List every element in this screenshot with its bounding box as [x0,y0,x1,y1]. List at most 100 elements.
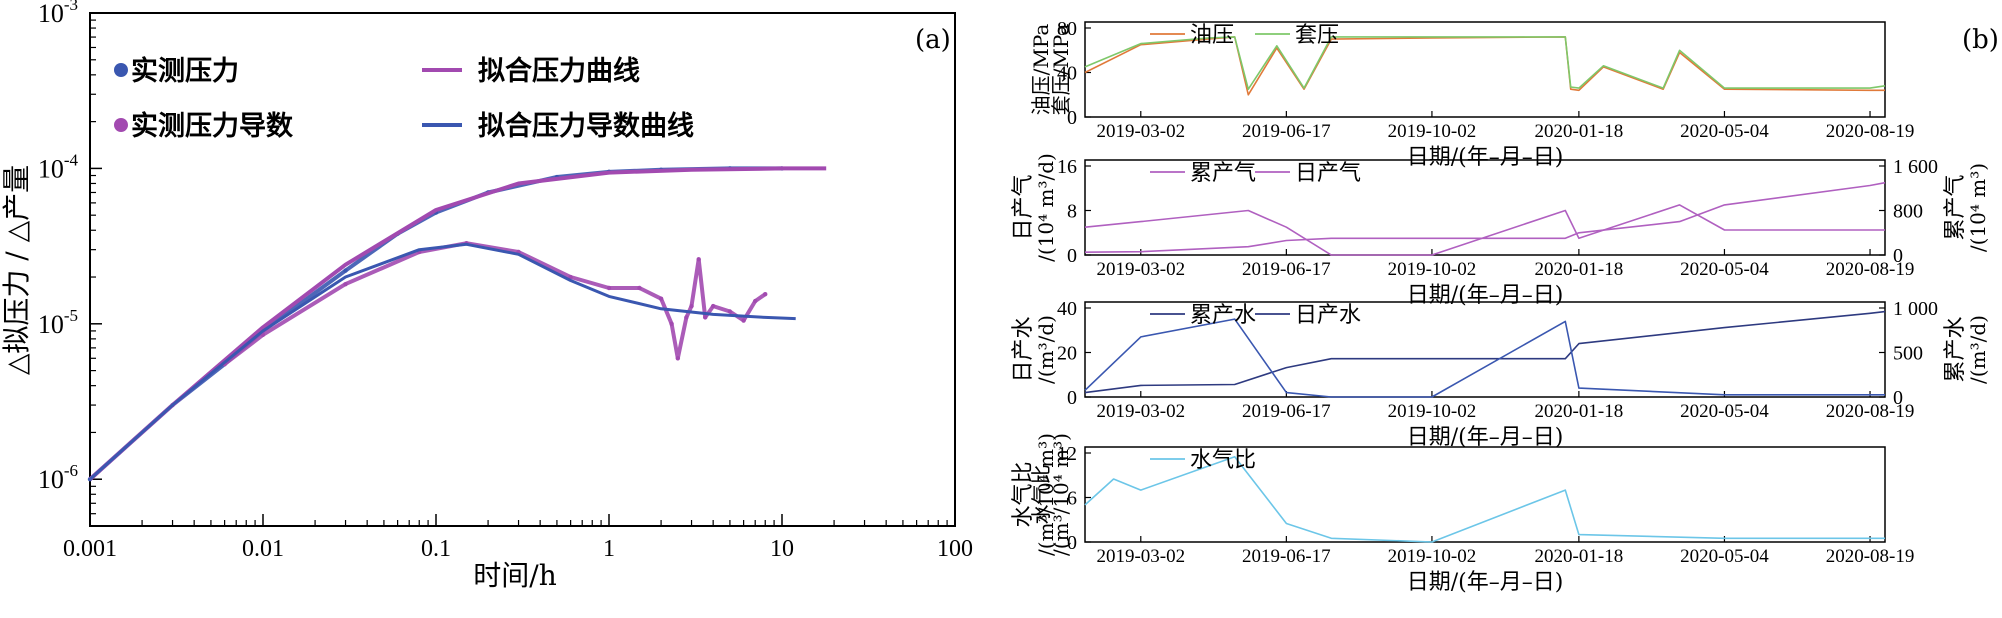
series-line [1084,310,1886,394]
date-tick-label: 2020-08-19 [1826,121,1915,142]
x-tick-label: 0.001 [63,536,117,562]
measured-derivative-point [753,298,758,304]
series-line [1084,181,1886,253]
left-tick-label: 0 [1067,387,1077,409]
right-axis-label: /(10⁴ m³) [1966,163,1990,252]
date-tick-label: 2019-06-17 [1242,121,1331,142]
left-tick-label: 16 [1057,156,1077,178]
measured-derivative-point [637,285,642,291]
measured-derivative-point [669,321,674,327]
date-tick-label: 2020-05-04 [1680,401,1769,422]
date-tick-label: 2019-03-02 [1096,401,1185,422]
left-axis-label: 油压/MPa [1029,24,1053,116]
panel-a-marks [87,166,827,482]
subplot-frame [1084,21,1886,118]
measured-derivative-point [684,315,689,320]
panel-a: 0.001 0.01 0.1 1 10 100 10-610-510-410-3 (a) … [0,0,973,592]
legend-label-measured-pressure: 实测压力 [131,55,239,87]
panel-a-xlabel: 时间/h [473,559,556,592]
legend-label: 套压 [1295,23,1339,48]
right-axis-label: /(m³/d) [1966,315,1990,384]
fit-derivative-line [88,242,796,481]
left-axis-label: 套压/MPa [1049,24,1073,116]
left-tick-label: 0 [1067,107,1077,129]
series-line [1084,36,1886,90]
date-tick-label: 2019-06-17 [1242,546,1331,567]
left-tick-label: 6 [1067,488,1077,510]
left-tick-label: 40 [1057,63,1077,85]
measured-derivative-point [568,274,573,280]
left-axis-label: /(m³/10⁴ m³) [1049,433,1073,556]
date-tick-label: 2019-10-02 [1388,259,1477,280]
legend-label-fit-pressure: 拟合压力曲线 [478,55,640,87]
legend-label: 水气比 [1190,448,1256,473]
date-tick-label: 2019-06-17 [1242,401,1331,422]
left-tick-label: 0 [1067,532,1077,554]
y-tick-label: 10-4 [38,150,79,183]
date-tick-label: 2020-05-04 [1680,259,1769,280]
left-tick-label: 20 [1057,343,1077,365]
panel-a-label: (a) [915,25,951,55]
legend-label: 日产气 [1295,161,1361,186]
subplot-frame [1084,301,1886,398]
panel-a-ylabel: △拟压力 / △产量 [0,165,33,375]
left-tick-label: 40 [1057,298,1077,320]
panel-a-x-ticks: 0.001 0.01 0.1 1 10 100 [63,514,973,562]
panel-a-y-ticks: 10-6 10-5 10-4 10-3 [38,0,102,515]
measured-derivative-point [741,318,746,323]
series-line [1084,204,1885,256]
series-line [1084,318,1885,398]
date-tick-label: 2019-10-02 [1388,401,1477,422]
y-tick-label: 10-5 [38,306,78,339]
panel-a-frame [89,12,956,527]
date-tick-label: 2020-08-19 [1826,401,1915,422]
left-axis-label: 日产气 [1011,174,1036,240]
legend-label: 日产水 [1295,303,1361,328]
measured-pressure-line [88,166,782,481]
measured-derivative-point [696,257,701,262]
date-tick-label: 2020-08-19 [1826,546,1915,567]
right-tick-label: 1 600 [1893,156,1938,178]
right-tick-label: 1 000 [1893,298,1938,320]
left-tick-label: 0 [1067,245,1077,267]
panel-b-label: (b) [1962,25,1999,55]
measured-derivative-point [658,296,664,301]
measured-pressure-point [343,268,348,273]
measured-derivative-point [763,292,768,297]
left-axis-label: 日产水 [1011,316,1036,382]
y-tick-label: 10-3 [38,0,78,28]
date-tick-label: 2020-01-18 [1535,401,1624,422]
date-tick-label: 2020-05-04 [1680,121,1769,142]
measured-derivative-point [606,285,612,291]
date-tick-label: 2019-03-02 [1096,121,1185,142]
measured-derivative-point [727,309,733,314]
legend-label: 累产气 [1190,161,1256,186]
left-axis-label: 水气比 [1011,461,1036,527]
legend-label-measured-derivative: 实测压力导数 [131,110,294,142]
measured-derivative-point [343,281,348,287]
date-axis-label: 日期/(年–月–日) [1407,570,1564,595]
subplot-frame [1084,446,1886,543]
x-tick-label: 10 [770,536,794,562]
measured-derivative-point [710,303,716,309]
date-tick-label: 2019-10-02 [1388,121,1477,142]
legend-label: 油压 [1190,23,1234,48]
date-tick-label: 2020-08-19 [1826,259,1915,280]
series-line [1084,455,1885,543]
measured-derivative-point [675,356,681,361]
date-tick-label: 2020-01-18 [1535,121,1624,142]
legend-marker-measured-pressure [114,63,128,77]
date-axis-label: 日期/(年–月–日) [1407,145,1564,170]
subplot-frame [1084,159,1886,256]
left-axis-label: /(m³/d) [1034,315,1058,384]
left-axis-label: /(m³/10⁴ m³) [1034,433,1058,556]
right-tick-label: 0 [1893,387,1903,409]
date-tick-label: 2019-06-17 [1242,259,1331,280]
date-tick-label: 2020-01-18 [1535,546,1624,567]
x-tick-label: 0.1 [421,536,451,562]
x-tick-label: 0.01 [242,536,284,562]
y-tick-label: 10-6 [38,461,78,494]
panel-b: (b) 2019-03-02 2019-06-17 2019-10-02 2020-0… [1011,18,1999,595]
right-axis-label: 累产气 [1943,174,1968,240]
